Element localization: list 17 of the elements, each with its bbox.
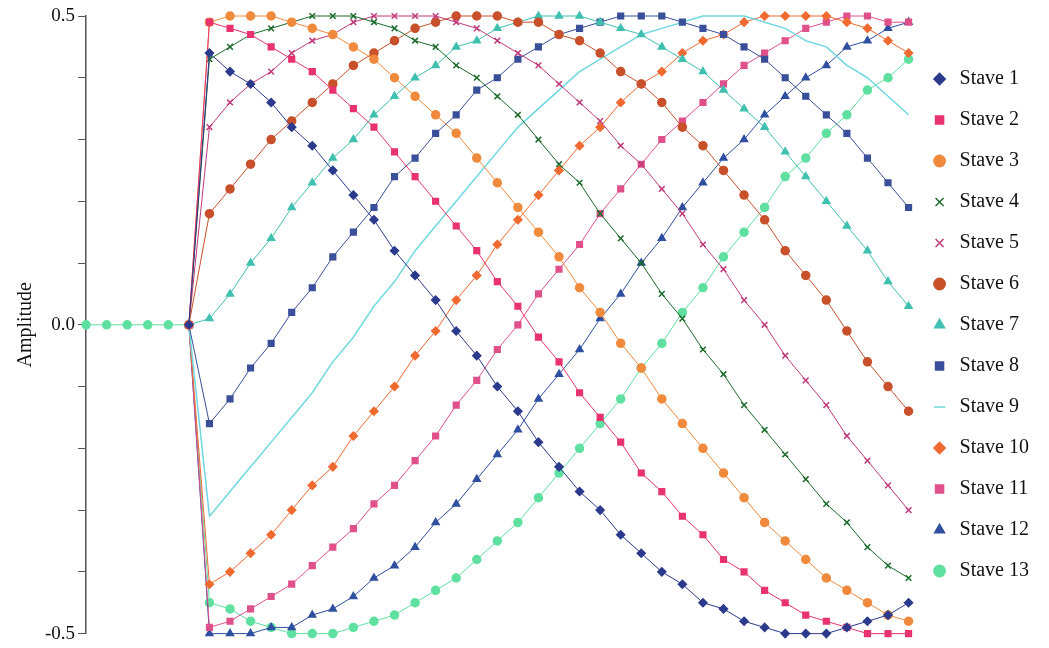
legend-label: Stave 6 — [959, 271, 1019, 294]
legend-label: Stave 9 — [959, 394, 1019, 417]
legend-label: Stave 4 — [959, 189, 1019, 212]
legend-label: Stave 5 — [959, 230, 1019, 253]
y-tick-label: -0.5 — [45, 621, 76, 643]
legend-label: Stave 3 — [959, 148, 1019, 171]
legend-label: Stave 10 — [959, 435, 1029, 458]
legend-label: Stave 7 — [959, 312, 1019, 335]
legend-label: Stave 13 — [959, 558, 1029, 581]
legend-label: Stave 12 — [959, 517, 1029, 540]
y-tick-label: 0.0 — [51, 312, 76, 334]
y-tick-label: 0.5 — [51, 3, 76, 25]
legend-label: Stave 8 — [959, 353, 1019, 376]
legend-label: Stave 2 — [959, 107, 1019, 130]
legend-label: Stave 1 — [959, 66, 1019, 89]
legend-label: Stave 11 — [959, 476, 1029, 499]
y-axis-title: Amplitude — [13, 281, 37, 368]
